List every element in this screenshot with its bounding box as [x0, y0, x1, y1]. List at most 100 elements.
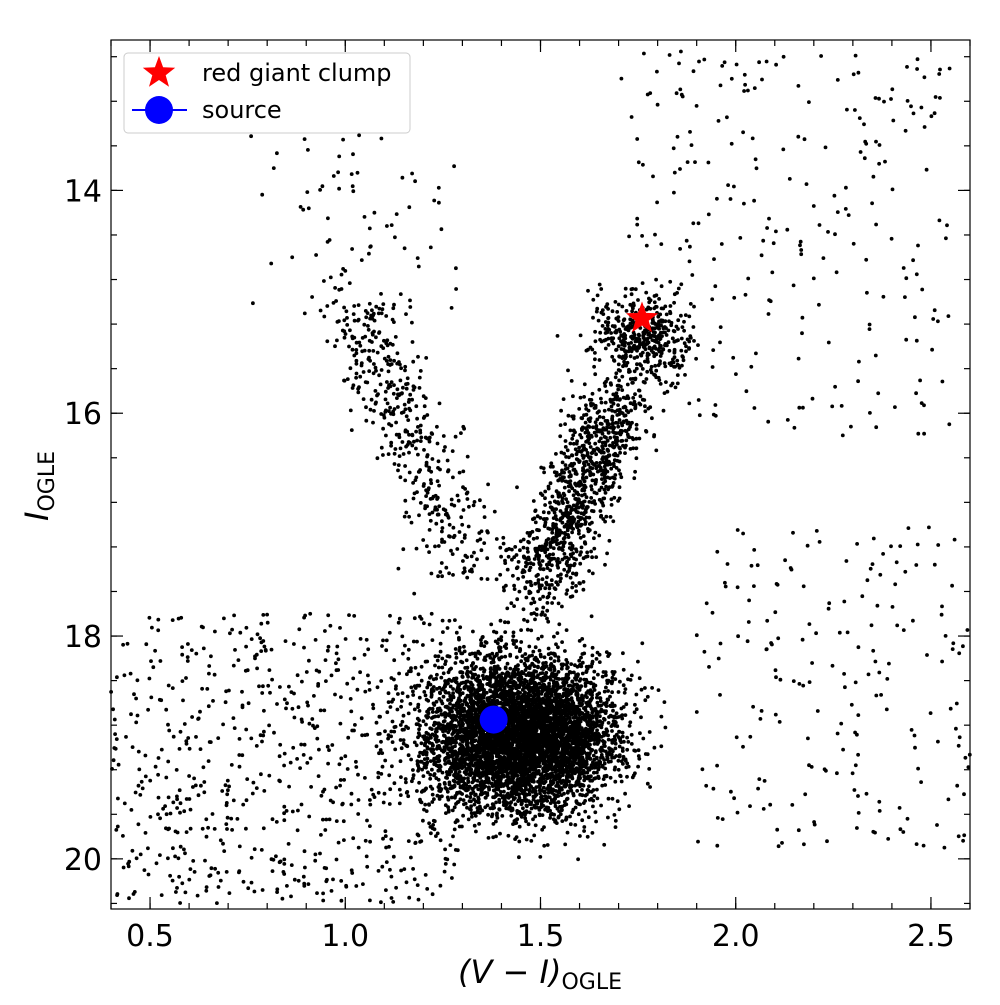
field-star-point [518, 713, 523, 718]
field-star-point [469, 769, 473, 774]
field-star-point [606, 796, 611, 801]
field-star-point [592, 669, 597, 674]
field-star-point [520, 654, 525, 658]
field-star-point [590, 693, 594, 697]
field-star-point [589, 774, 593, 779]
field-star-point [462, 644, 466, 649]
field-star-point [556, 655, 561, 660]
field-star-point [463, 666, 468, 670]
field-star-point [593, 750, 598, 755]
field-star-point [460, 670, 465, 675]
field-star-point [595, 787, 599, 792]
field-star-point [484, 758, 489, 763]
field-star-point [622, 690, 627, 695]
field-star-point [564, 663, 569, 667]
field-star-point [593, 810, 598, 815]
field-star-point [400, 719, 405, 724]
field-star-point [545, 732, 550, 737]
field-star-point [610, 690, 614, 695]
field-star-point [481, 673, 485, 678]
field-star-point [604, 727, 609, 732]
field-star-point [637, 756, 642, 761]
field-star-point [464, 680, 469, 684]
field-star-point [462, 802, 466, 807]
field-star-point [613, 825, 618, 829]
field-star-point [592, 770, 596, 775]
field-star-point [406, 839, 411, 843]
field-star-point [531, 817, 535, 822]
field-star-point [577, 727, 582, 732]
field-star-point [457, 824, 462, 829]
field-star-point [453, 647, 458, 651]
field-star-point [448, 684, 453, 689]
field-star-point [472, 802, 477, 807]
field-star-point [512, 642, 516, 646]
field-star-point [511, 779, 515, 784]
field-star-point [497, 649, 502, 654]
field-star-point [590, 653, 595, 658]
field-star-point [498, 700, 503, 705]
field-star-point [650, 686, 654, 690]
field-star-point [515, 769, 520, 774]
field-star-point [449, 795, 454, 800]
field-star-point [639, 715, 643, 720]
field-star-point [569, 788, 574, 793]
field-star-point [533, 645, 538, 650]
field-star-point [406, 753, 411, 758]
field-star-point [549, 662, 554, 666]
field-star-point [445, 751, 450, 756]
field-star-point [469, 702, 474, 706]
field-star-point [602, 701, 606, 706]
field-star-point [596, 767, 601, 772]
field-star-point [552, 812, 556, 817]
field-star-point [548, 816, 552, 820]
field-star-point [547, 681, 551, 686]
field-star-point [610, 738, 614, 743]
field-star-point [579, 655, 583, 660]
field-star-point [624, 702, 629, 707]
field-star-point [563, 784, 567, 789]
field-star-point [613, 741, 618, 746]
field-star-point [457, 770, 462, 774]
field-star-point [443, 704, 448, 709]
field-star-point [441, 694, 446, 699]
field-star-point [552, 665, 556, 670]
field-star-point [604, 650, 609, 654]
field-star-point [404, 743, 409, 748]
field-star-point [466, 687, 471, 692]
field-star-point [519, 659, 524, 664]
field-star-point [539, 654, 543, 659]
field-star-point [632, 710, 637, 715]
field-star-point [441, 671, 446, 676]
field-star-point [612, 767, 617, 772]
field-star-point [433, 654, 438, 659]
field-star-point [557, 734, 562, 739]
field-star-point [428, 726, 433, 731]
field-star-point [626, 740, 631, 744]
field-star-point [513, 681, 518, 685]
field-star-point [598, 703, 603, 708]
field-star-point [568, 822, 573, 827]
field-star-point [536, 636, 541, 641]
field-star-point [536, 660, 541, 664]
field-star-point [537, 813, 542, 818]
field-star-point [582, 739, 587, 743]
field-star-point [443, 762, 448, 766]
field-star-point [627, 724, 632, 728]
field-star-point [606, 689, 610, 693]
field-star-point [403, 777, 408, 781]
field-star-point [634, 707, 639, 712]
field-star-point [486, 675, 491, 680]
field-star-point [582, 778, 587, 783]
field-star-point [601, 670, 606, 674]
field-star-point [613, 818, 618, 823]
field-star-point [612, 755, 617, 760]
field-stars-layer [109, 49, 972, 905]
field-star-point [534, 785, 539, 790]
field-star-point [551, 684, 556, 689]
field-star-point [636, 748, 641, 753]
field-star-point [416, 705, 420, 709]
field-star-point [552, 777, 557, 782]
field-star-point [519, 675, 524, 680]
